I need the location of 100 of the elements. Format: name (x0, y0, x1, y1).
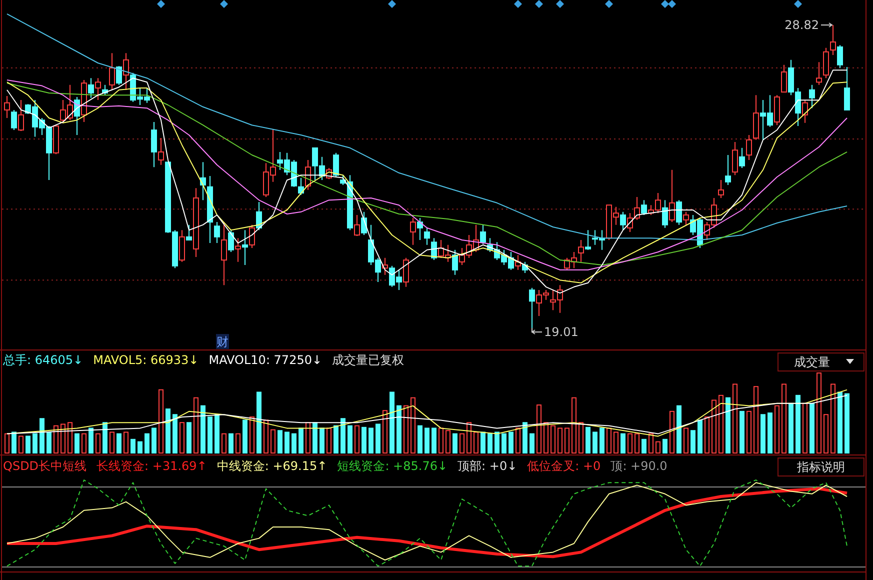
bar (298, 428, 304, 454)
text: MAVOL5: 66933↓ (93, 353, 199, 367)
candlestick (116, 66, 122, 86)
candlestick (725, 154, 731, 186)
bar (256, 392, 262, 454)
candlestick (228, 230, 234, 253)
candlestick (452, 249, 458, 276)
text: 成交量已复权 (332, 353, 404, 367)
bar (376, 424, 380, 454)
bar (698, 420, 702, 454)
bar (726, 397, 730, 454)
bar (662, 438, 668, 454)
text: 财 (216, 335, 228, 349)
bar (550, 425, 556, 454)
bar (530, 433, 534, 454)
bar (418, 425, 422, 454)
bar (368, 428, 374, 454)
bar (180, 422, 184, 454)
bar (152, 428, 156, 454)
bar (424, 428, 430, 454)
bar (348, 425, 352, 454)
bar (334, 425, 338, 454)
bar (116, 433, 122, 454)
bar (124, 432, 128, 454)
text: MAVOL10: 77250↓ (208, 353, 322, 367)
bar (46, 432, 52, 454)
bar (676, 405, 682, 454)
bar (796, 394, 800, 454)
annotation: 28.82 (784, 18, 819, 32)
bar (844, 393, 850, 454)
text: 总手: 64605↓ (2, 353, 84, 367)
candlestick (529, 287, 535, 328)
candlestick (669, 169, 675, 223)
candlestick (662, 200, 668, 228)
bar (390, 392, 394, 454)
candlestick (620, 211, 626, 231)
bar (830, 384, 836, 454)
bar (270, 429, 276, 454)
text: 低位金叉: +0 (527, 459, 601, 473)
bar (788, 402, 794, 454)
bar (690, 430, 696, 454)
bar (102, 422, 108, 454)
bar (312, 422, 318, 454)
bar (362, 426, 366, 454)
bar (452, 433, 458, 454)
bar (278, 430, 282, 454)
bar (572, 397, 576, 454)
bar (432, 428, 436, 454)
bar (40, 418, 44, 454)
candlestick (354, 214, 360, 236)
bar (144, 433, 150, 454)
bar (634, 433, 640, 454)
bar (712, 400, 716, 454)
candlestick (158, 138, 164, 166)
bar (214, 414, 220, 454)
bar (110, 432, 114, 454)
bar (760, 414, 766, 454)
candlestick (578, 239, 584, 262)
bar (578, 422, 584, 454)
candlestick (823, 47, 829, 79)
bar (684, 428, 688, 454)
bar (236, 433, 240, 454)
bar (642, 438, 646, 454)
bar (26, 436, 30, 454)
bar (488, 433, 492, 454)
bar (536, 404, 542, 454)
bar (410, 397, 416, 454)
candlestick (718, 180, 724, 198)
bar (656, 441, 660, 454)
candlestick (641, 200, 647, 216)
bar (12, 432, 16, 454)
bar (354, 425, 360, 454)
candlestick (830, 24, 836, 56)
candlestick (739, 147, 745, 169)
bar (606, 428, 612, 454)
text: 顶: +90.0 (610, 459, 668, 473)
bar (614, 432, 618, 454)
bar (466, 422, 472, 454)
bar (718, 394, 724, 454)
bar (222, 433, 226, 454)
bar (340, 418, 346, 454)
candlestick (809, 84, 815, 109)
candlestick (214, 222, 220, 244)
bar (816, 372, 822, 454)
bar (32, 433, 38, 454)
bar (438, 428, 444, 454)
bar (172, 414, 178, 454)
candlestick (249, 224, 255, 249)
bar (754, 386, 758, 454)
candlestick (676, 200, 682, 226)
bar (130, 438, 136, 454)
bar (228, 433, 234, 454)
candlestick (732, 142, 738, 176)
bar (670, 410, 674, 454)
candlestick (179, 230, 185, 262)
bar (186, 422, 192, 454)
candlestick (410, 218, 416, 246)
bar (88, 428, 94, 454)
bar (824, 414, 828, 454)
bar (264, 420, 268, 454)
